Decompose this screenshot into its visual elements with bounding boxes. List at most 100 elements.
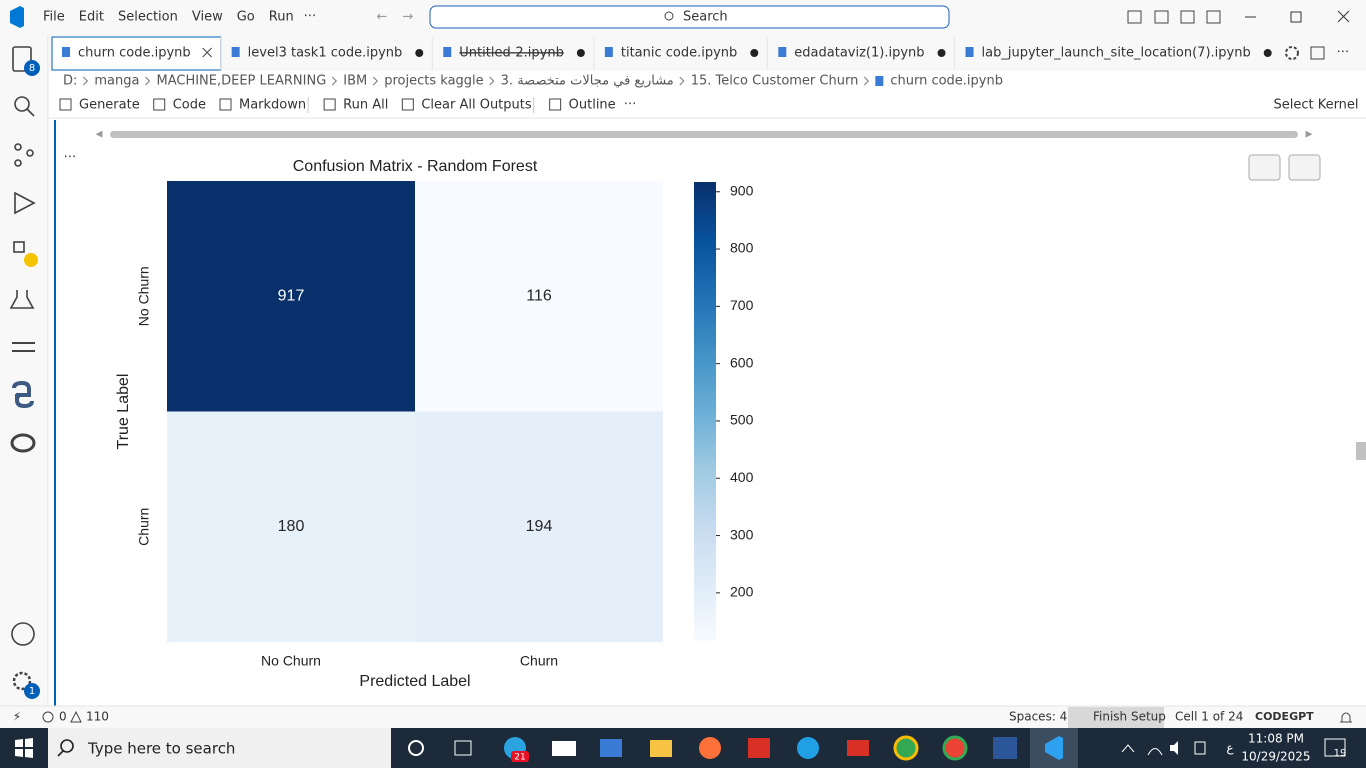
breadcrumb-separator <box>145 76 151 86</box>
close[interactable] <box>1337 10 1350 23</box>
toolbar-button[interactable]: Run All <box>343 98 388 113</box>
tab[interactable]: edadataviz(1).ipynb <box>768 37 955 70</box>
toolbar-icon <box>153 98 166 111</box>
accounts-icon[interactable] <box>11 622 35 646</box>
toolbar-button[interactable]: Outline <box>569 98 616 113</box>
copy-output[interactable] <box>1248 154 1281 181</box>
clock-time[interactable]: 11:08 PM <box>1248 732 1304 746</box>
tab-settings[interactable] <box>1285 46 1299 60</box>
python-icon[interactable] <box>12 380 34 409</box>
breadcrumb[interactable]: manga <box>94 74 139 89</box>
breadcrumb[interactable]: projects kaggle <box>384 74 483 89</box>
settings-icon[interactable] <box>12 671 32 691</box>
output-more[interactable]: ⋯ <box>64 150 77 165</box>
layout-icon[interactable] <box>1127 10 1142 24</box>
mail[interactable] <box>552 741 576 756</box>
remote-indicator[interactable]: ⚡ <box>13 710 21 724</box>
extensions-icon[interactable] <box>13 241 25 253</box>
layout-icon[interactable] <box>1154 10 1169 24</box>
menu-item[interactable]: Edit <box>79 10 104 25</box>
indentation[interactable]: Spaces: 4 <box>1009 710 1067 724</box>
app-icon[interactable] <box>600 739 622 757</box>
tab[interactable]: titanic code.ipynb <box>594 37 768 70</box>
chrome[interactable] <box>942 735 968 761</box>
tab-close[interactable] <box>202 47 213 58</box>
toolbar-button[interactable]: Clear All Outputs <box>421 98 532 113</box>
modified-dot <box>937 49 946 57</box>
search-view-icon[interactable] <box>14 96 30 112</box>
tab[interactable]: level3 task1 code.ipynb <box>221 37 433 70</box>
toolbar-icon <box>219 98 232 111</box>
split-editor[interactable] <box>1310 46 1325 60</box>
tray-chevron[interactable] <box>1121 744 1135 753</box>
toolbar-button[interactable]: Generate <box>79 98 140 113</box>
x-tick-label: Churn <box>520 653 558 669</box>
breadcrumb[interactable]: D: <box>63 74 77 89</box>
breadcrumb[interactable]: 3. مشاريع في مجالات متخصصة <box>501 74 674 89</box>
cortana[interactable] <box>408 740 424 756</box>
notification-count: 19 <box>1334 748 1347 759</box>
menu-item[interactable]: Run <box>269 10 294 25</box>
v-scrollbar[interactable] <box>1356 442 1366 460</box>
menu-item[interactable]: Go <box>237 10 255 25</box>
scroll-right[interactable]: ▶ <box>1306 130 1313 140</box>
search-box[interactable] <box>429 5 950 29</box>
chrome[interactable] <box>893 735 919 761</box>
layout-icon[interactable] <box>1206 10 1221 24</box>
layout-icon[interactable] <box>1180 10 1195 24</box>
menu-item[interactable]: Selection <box>118 10 178 25</box>
menu-more[interactable]: ⋯ <box>304 9 317 24</box>
gmail[interactable] <box>847 740 869 756</box>
vscode[interactable] <box>1045 736 1063 760</box>
finish-setup[interactable]: Finish Setup <box>1093 710 1166 724</box>
notifications[interactable] <box>1340 712 1352 723</box>
nav-back[interactable]: ← <box>377 10 388 25</box>
input-language[interactable]: ع <box>1226 741 1234 755</box>
breadcrumb[interactable]: 15. Telco Customer Churn <box>691 74 859 89</box>
scm-icon[interactable] <box>14 143 22 151</box>
firefox[interactable] <box>699 737 721 759</box>
codegpt-status[interactable]: CODEGPT <box>1255 710 1314 723</box>
word[interactable] <box>993 737 1017 759</box>
save-output[interactable] <box>1288 154 1321 181</box>
tab[interactable]: churn code.ipynb <box>51 36 222 71</box>
scroll-left[interactable]: ◀ <box>96 130 103 140</box>
h-scrollbar[interactable] <box>110 131 1298 138</box>
kernel-picker[interactable]: Select Kernel <box>1273 98 1358 113</box>
edge[interactable] <box>797 737 819 759</box>
tab-background <box>768 37 955 70</box>
explorer-icon[interactable] <box>12 46 32 72</box>
app-icon[interactable] <box>10 6 24 28</box>
nav-forward[interactable]: → <box>403 10 414 25</box>
battery[interactable] <box>1194 741 1206 755</box>
tab[interactable]: Untitled-2.ipynb <box>433 37 594 70</box>
start-button[interactable] <box>15 738 33 758</box>
menu-item[interactable]: View <box>192 10 223 25</box>
task-view[interactable] <box>454 740 472 756</box>
cell-indicator[interactable]: Cell 1 of 24 <box>1175 710 1243 724</box>
taskbar-search[interactable] <box>48 728 391 768</box>
toolbar-button[interactable]: Markdown <box>239 98 306 113</box>
clock-date[interactable]: 10/29/2025 <box>1241 750 1310 764</box>
action-center[interactable] <box>1324 738 1346 757</box>
network[interactable] <box>1147 748 1163 756</box>
restore[interactable] <box>1290 11 1302 23</box>
debug-icon[interactable] <box>14 191 36 215</box>
breadcrumb[interactable]: MACHINE,DEEP LEARNING <box>156 74 326 89</box>
tab[interactable]: lab_jupyter_launch_site_location(7).ipyn… <box>955 37 1281 70</box>
volume[interactable] <box>1170 741 1178 755</box>
error-count[interactable]: 0 <box>59 710 67 724</box>
warning-badge <box>24 253 38 267</box>
breadcrumb[interactable]: IBM <box>343 74 367 89</box>
warning-count[interactable]: 110 <box>86 710 109 724</box>
tab-more[interactable]: ⋯ <box>1337 45 1350 60</box>
testing-icon[interactable] <box>9 290 35 309</box>
toolbar-button[interactable]: Code <box>173 98 206 113</box>
gmail[interactable] <box>748 738 770 758</box>
menu-item[interactable]: File <box>43 10 65 25</box>
breadcrumb[interactable]: churn code.ipynb <box>890 74 1003 89</box>
tab-background <box>221 37 433 70</box>
file-explorer[interactable] <box>650 740 672 757</box>
toolbar-more[interactable]: ⋯ <box>624 97 637 112</box>
r-icon[interactable] <box>10 433 36 453</box>
